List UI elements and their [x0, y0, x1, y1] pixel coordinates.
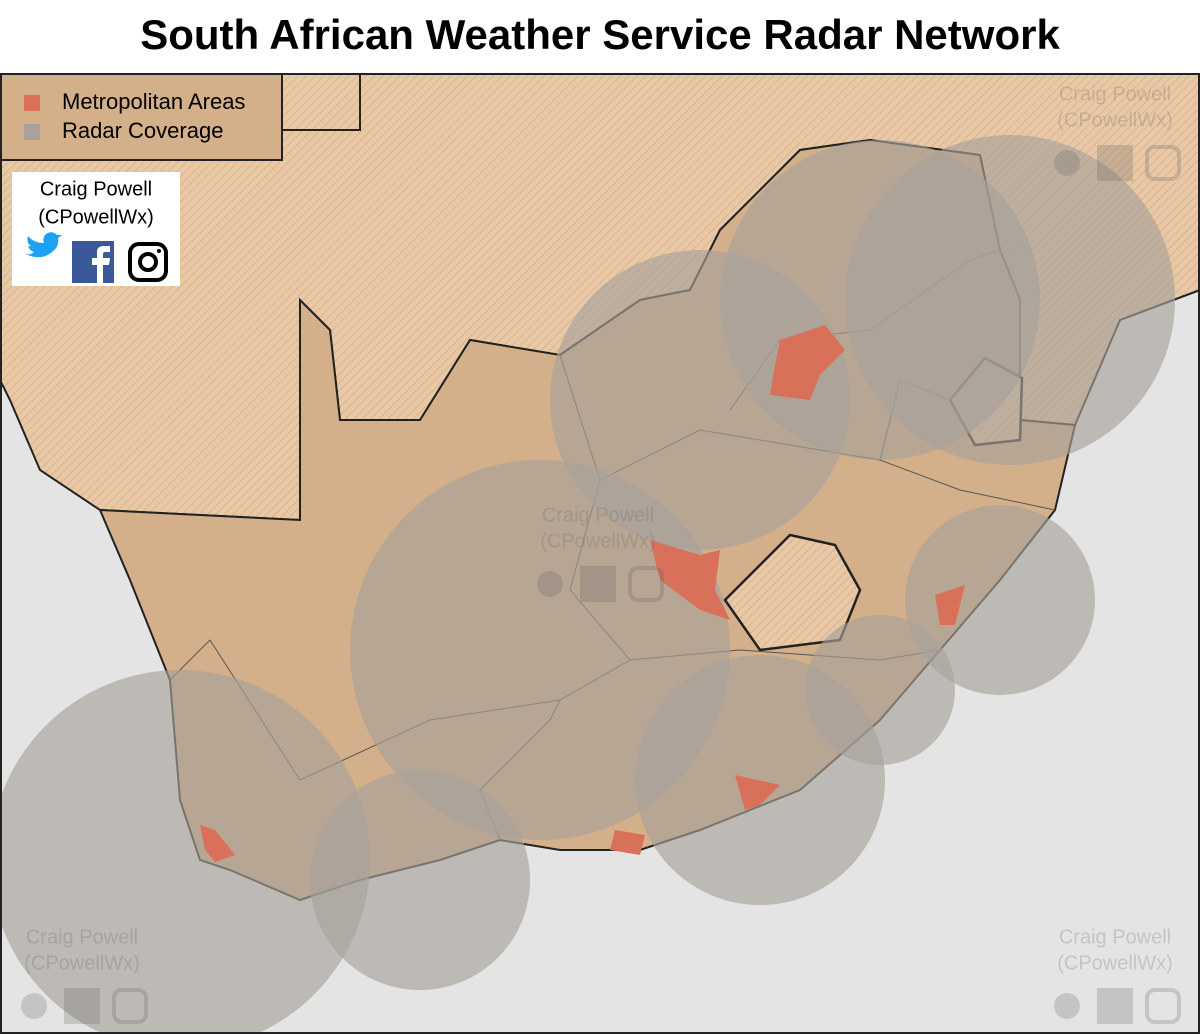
watermark: Craig Powell (CPowellWx): [1054, 83, 1181, 181]
watermark-facebook: [64, 988, 100, 1024]
watermark-facebook: [1097, 988, 1133, 1024]
radar-circle: [550, 250, 850, 550]
watermark-name: Craig Powell: [26, 926, 138, 948]
radar-circle: [1, 670, 370, 1033]
watermark-name: Craig Powell: [1059, 83, 1171, 105]
metro-area: [650, 540, 730, 620]
metro-area: [610, 830, 645, 855]
metro-area: [735, 775, 780, 810]
credit-handle: (CPowellWx): [38, 206, 154, 228]
metro-area: [200, 825, 235, 862]
watermark-facebook: [580, 566, 616, 602]
radar-circle: [905, 505, 1095, 695]
radar-coverage: [1, 135, 1175, 1033]
legend-box: [1, 74, 283, 161]
facebook-glyph: [92, 246, 110, 283]
radar-circle: [845, 135, 1175, 465]
instagram-dot: [157, 249, 161, 253]
instagram-lens: [138, 252, 158, 272]
watermark-twitter: [537, 571, 563, 597]
legend-swatch: [24, 95, 40, 111]
metro-area: [935, 585, 965, 625]
watermark: Craig Powell (CPowellWx): [1054, 926, 1181, 1024]
credit-name: Craig Powell: [40, 178, 152, 200]
watermark: Craig Powell (CPowellWx): [537, 504, 664, 602]
watermark-facebook: [1097, 145, 1133, 181]
radar-circle: [635, 655, 885, 905]
social-icons: [24, 232, 168, 283]
watermark: Craig Powell (CPowellWx): [21, 926, 148, 1024]
watermark-instagram: [1145, 145, 1181, 181]
watermark-twitter: [1054, 150, 1080, 176]
legend-label: Radar Coverage: [62, 118, 223, 143]
watermark-name: Craig Powell: [1059, 926, 1171, 948]
legend-label: Metropolitan Areas: [62, 89, 245, 114]
map-frame: [0, 73, 1200, 1034]
radar-circle: [350, 460, 730, 840]
watermark-instagram: [628, 566, 664, 602]
metro-areas: [200, 325, 965, 862]
watermark-handle: (CPowellWx): [540, 530, 656, 552]
legend-swatch: [24, 124, 40, 140]
watermark-instagram: [1145, 988, 1181, 1024]
watermark-instagram: [112, 988, 148, 1024]
radar-circle: [310, 770, 530, 990]
watermark-twitter: [21, 993, 47, 1019]
instagram-icon: [128, 242, 168, 282]
watermark-handle: (CPowellWx): [1057, 109, 1173, 131]
metro-area: [770, 325, 845, 400]
watermark-twitter: [1054, 993, 1080, 1019]
watermark-handle: (CPowellWx): [1057, 952, 1173, 974]
twitter-icon: [24, 232, 62, 258]
watermark-handle: (CPowellWx): [24, 952, 140, 974]
watermark-name: Craig Powell: [542, 504, 654, 526]
legend: Metropolitan Areas Radar Coverage: [24, 89, 245, 143]
lesotho: [723, 533, 862, 652]
map: Craig Powell (CPowellWx) Craig Powell (CPow…: [1, 74, 1199, 1033]
watermarks: Craig Powell (CPowellWx) Craig Powell (CPow…: [21, 83, 1181, 1024]
map-title: South African Weather Service Radar Netw…: [140, 11, 1060, 58]
